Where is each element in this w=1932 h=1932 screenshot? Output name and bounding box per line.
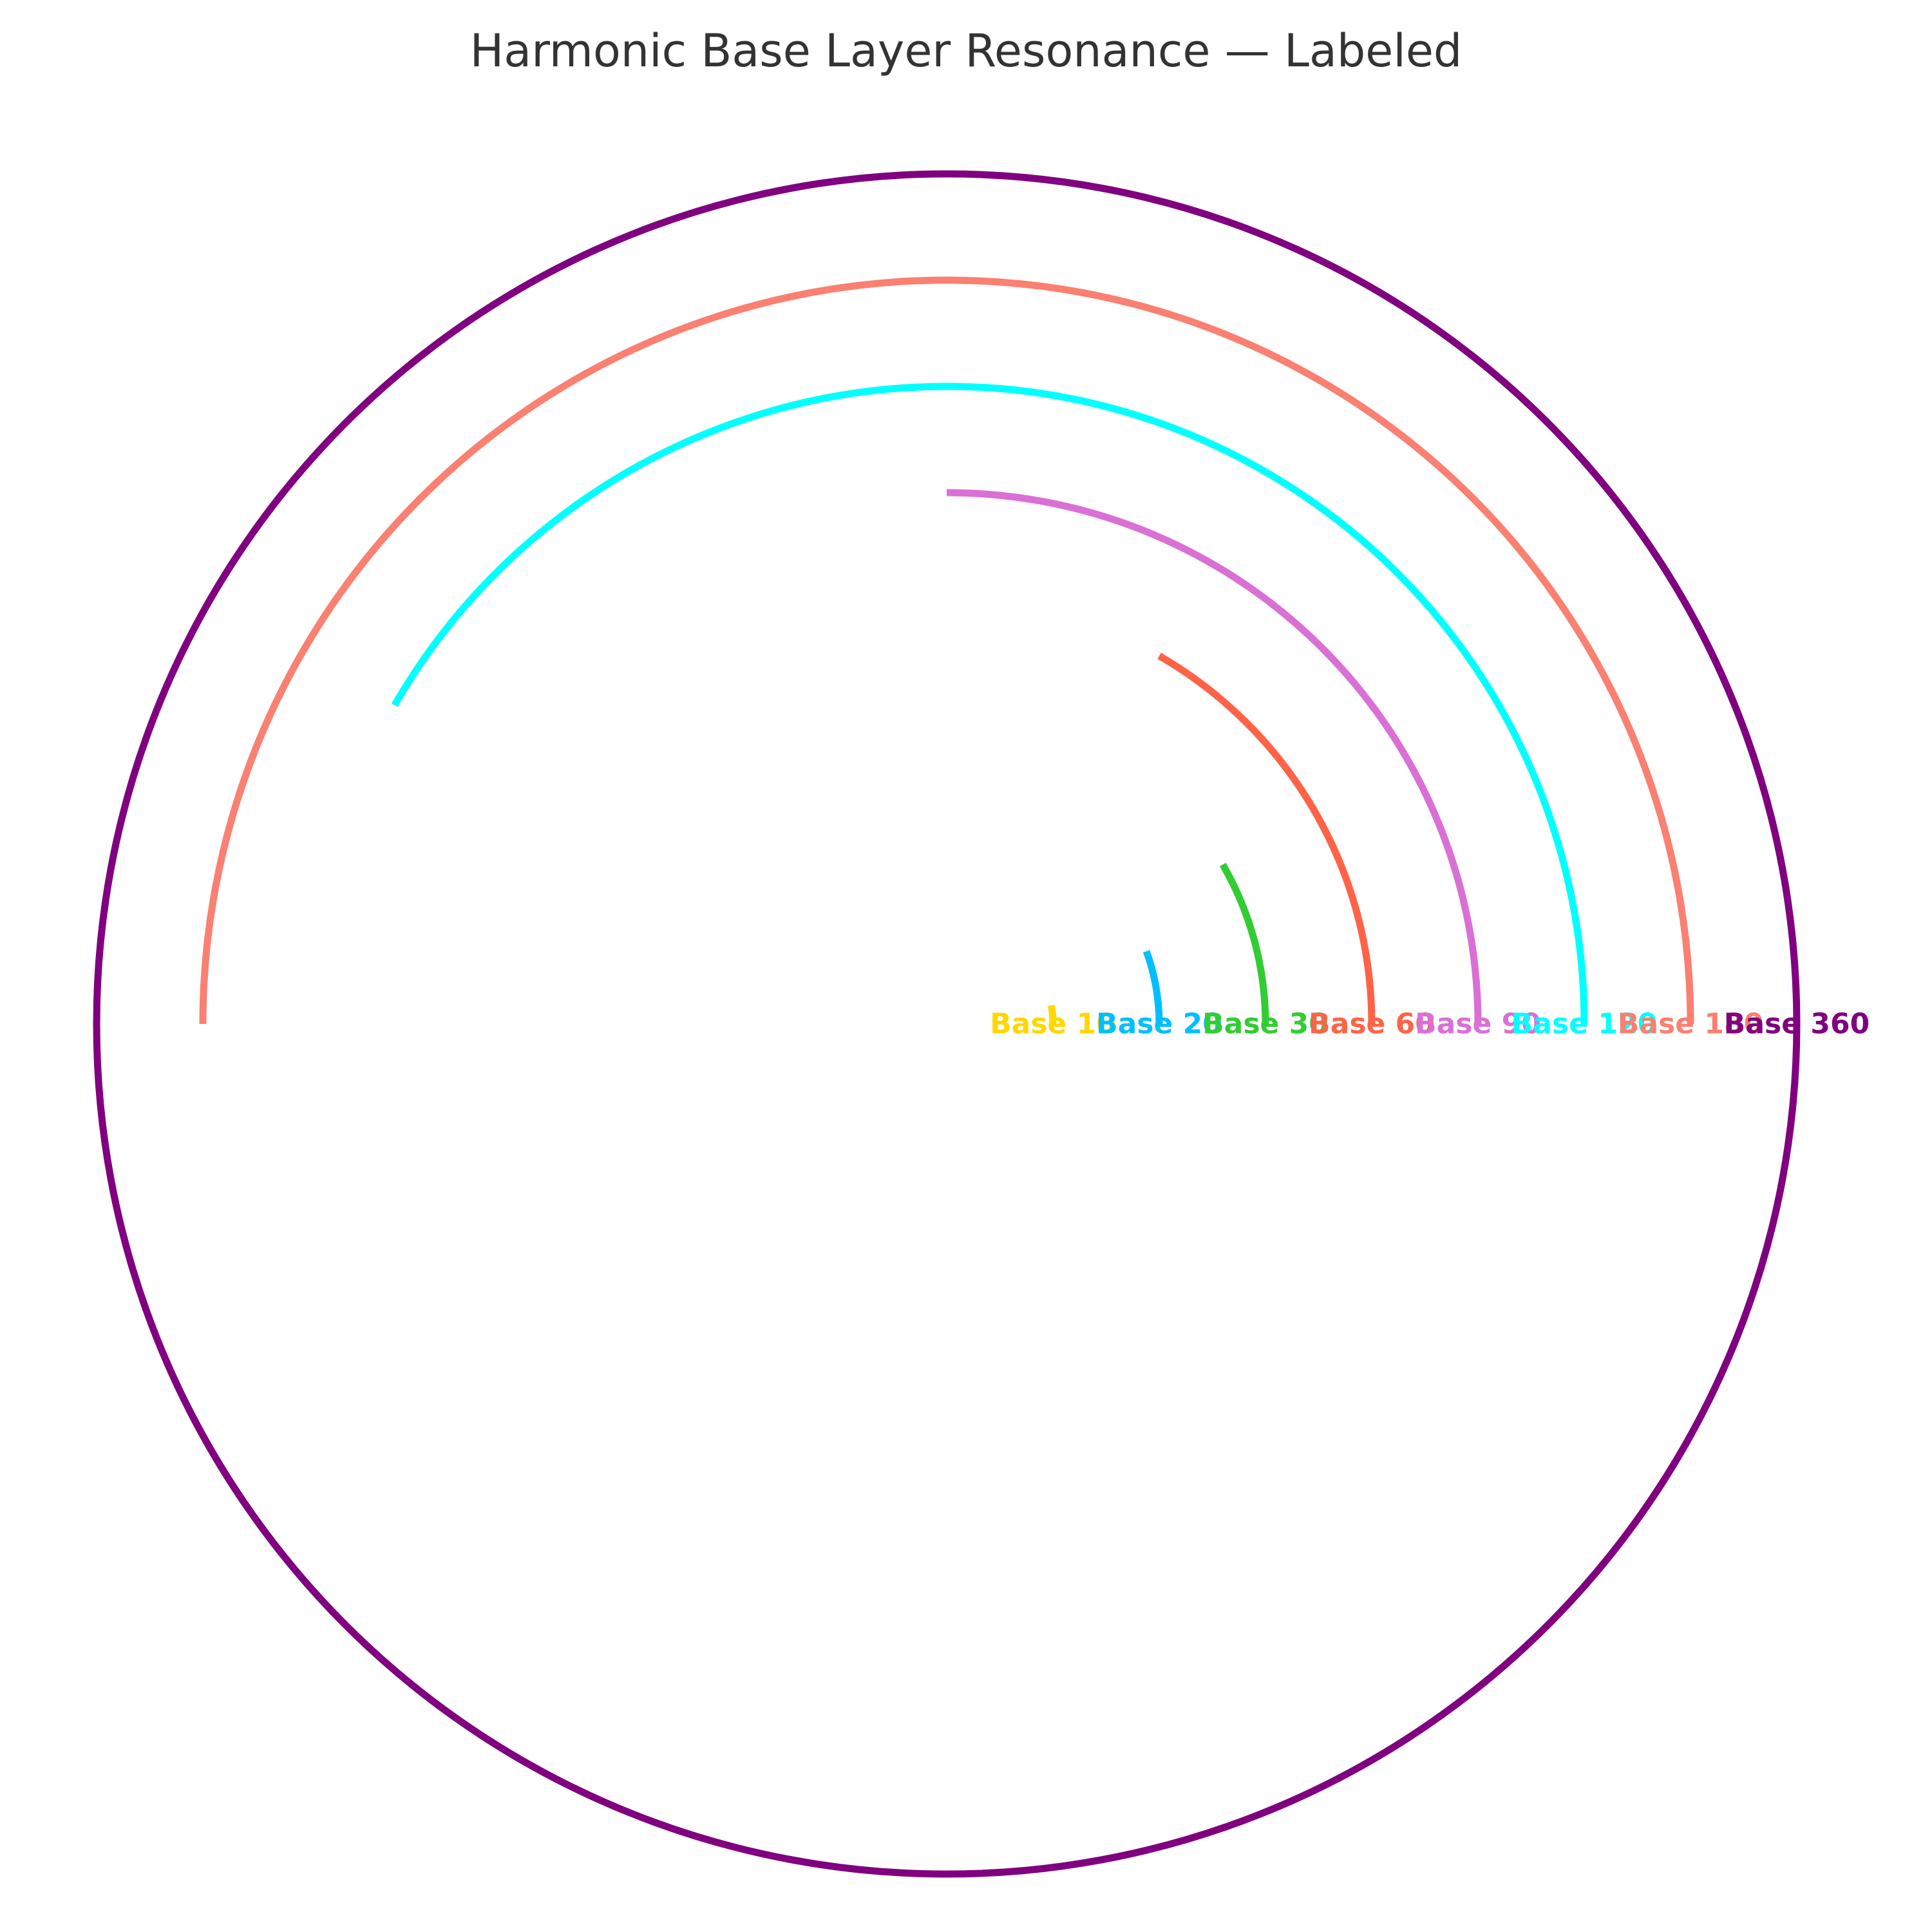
label-base-90: Base 90 (1415, 1008, 1541, 1041)
label-base-180: Base 180 (1618, 1008, 1763, 1041)
label-base-30: Base 30 (1202, 1008, 1329, 1041)
arc-base-120 (391, 383, 1588, 1025)
label-base-120: Base 120 (1511, 1008, 1657, 1041)
arc-base-10 (1048, 1005, 1057, 1025)
label-base-360: Base 360 (1724, 1008, 1870, 1041)
label-base-20: Base 20 (1096, 1008, 1222, 1041)
label-base-10: Base 10 (990, 1008, 1116, 1041)
label-base-60: Base 60 (1309, 1008, 1435, 1041)
arc-base-20 (1142, 950, 1163, 1025)
arc-base-180 (199, 276, 1694, 1025)
arc-base-90 (946, 489, 1482, 1025)
arc-base-30 (1219, 862, 1269, 1025)
chart-title: Harmonic Base Layer Resonance — Labeled (469, 24, 1463, 77)
arcs-layer (93, 170, 1801, 1878)
arc-base-360 (93, 170, 1801, 1878)
arc-base-60 (1157, 652, 1376, 1025)
